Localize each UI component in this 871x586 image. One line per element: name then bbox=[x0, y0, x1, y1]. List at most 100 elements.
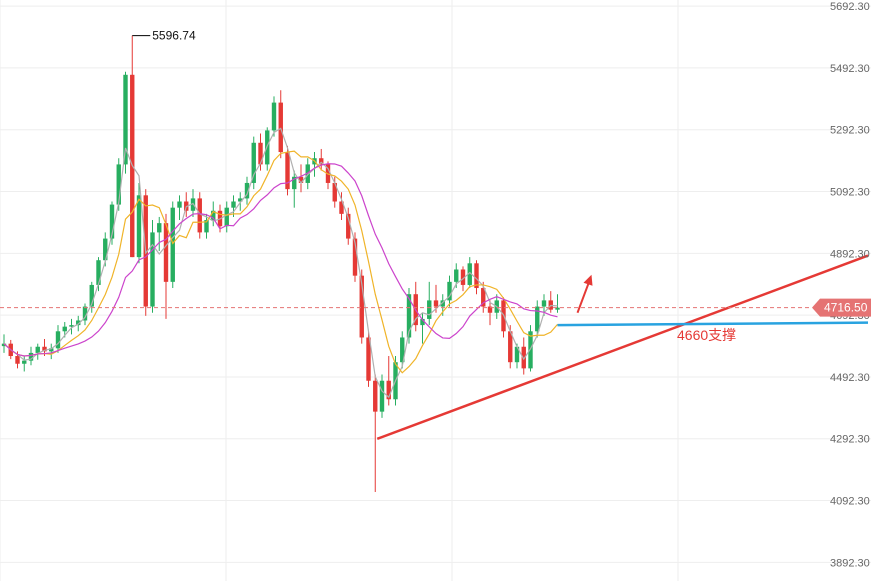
candle-body bbox=[339, 201, 344, 214]
ascending-trendline bbox=[376, 254, 869, 441]
candle bbox=[319, 148, 324, 171]
candle-body bbox=[211, 210, 216, 221]
candle-body bbox=[244, 182, 250, 199]
candle-body bbox=[481, 288, 486, 307]
y-axis: 5692.305492.305292.305092.304892.304692.… bbox=[830, 1, 870, 569]
candle-body bbox=[258, 142, 263, 165]
candle bbox=[487, 300, 493, 326]
candle-body bbox=[487, 306, 493, 313]
candle bbox=[69, 318, 74, 335]
candle-body bbox=[332, 182, 337, 202]
candle-body bbox=[298, 176, 304, 183]
candle-body bbox=[238, 198, 243, 202]
candle-body bbox=[427, 300, 432, 319]
candle bbox=[55, 325, 61, 353]
high-price-label: 5596.74 bbox=[152, 29, 196, 43]
annotation-layer: 5596.74 4660支撑 bbox=[0, 29, 869, 441]
candle bbox=[400, 331, 405, 369]
candle-body bbox=[278, 102, 283, 153]
candle-body bbox=[1, 343, 7, 347]
candle-body bbox=[49, 348, 54, 352]
y-tick-label: 4892.30 bbox=[830, 248, 870, 260]
candle-body bbox=[89, 284, 94, 307]
price-tag-background bbox=[812, 298, 871, 317]
candle bbox=[204, 213, 209, 239]
candle bbox=[157, 216, 162, 251]
candle-body bbox=[157, 223, 162, 233]
candle bbox=[22, 356, 27, 372]
candle-body bbox=[163, 223, 169, 282]
candle-body bbox=[42, 346, 47, 352]
y-tick-label: 3892.30 bbox=[830, 557, 870, 569]
candle bbox=[136, 182, 142, 264]
candle bbox=[285, 145, 290, 196]
candle-body bbox=[514, 346, 520, 363]
candle-body bbox=[28, 352, 34, 361]
current-price-label: 4716.50 bbox=[824, 301, 868, 315]
candle-body bbox=[292, 176, 297, 190]
candle-body bbox=[460, 269, 466, 285]
candle bbox=[49, 343, 54, 360]
candle bbox=[35, 343, 40, 360]
candle bbox=[474, 260, 479, 295]
candle-body bbox=[136, 195, 142, 258]
candle-body bbox=[150, 232, 155, 307]
ma-mid-line bbox=[3, 150, 558, 374]
candle bbox=[386, 356, 391, 406]
candle bbox=[325, 161, 331, 190]
y-tick-label: 5292.30 bbox=[830, 125, 870, 137]
candle-body bbox=[352, 238, 358, 276]
candle-body bbox=[319, 158, 324, 165]
candle bbox=[251, 136, 256, 190]
candle bbox=[373, 374, 378, 492]
support-label: 4660支撑 bbox=[677, 327, 736, 343]
candle bbox=[1, 334, 7, 353]
candle bbox=[177, 195, 182, 221]
candle bbox=[271, 96, 277, 137]
up-arrow-icon bbox=[576, 280, 591, 314]
candle bbox=[447, 275, 452, 307]
candle-body bbox=[386, 380, 391, 400]
candle-body bbox=[96, 260, 101, 285]
candle-body bbox=[76, 320, 81, 326]
candle bbox=[535, 300, 540, 338]
candle-layer bbox=[1, 35, 560, 492]
candle bbox=[292, 170, 297, 208]
candle-body bbox=[440, 300, 445, 307]
candle-body bbox=[109, 204, 115, 239]
candle bbox=[28, 346, 34, 366]
candle-body bbox=[555, 307, 560, 310]
candle bbox=[238, 192, 243, 211]
candle bbox=[548, 291, 553, 313]
candle-body bbox=[224, 207, 229, 227]
candle-body bbox=[535, 306, 540, 332]
candle bbox=[163, 213, 169, 319]
y-tick-label: 5492.30 bbox=[830, 63, 870, 75]
candle bbox=[420, 312, 425, 344]
candle bbox=[379, 374, 385, 418]
candle-body bbox=[103, 238, 108, 261]
candle-body bbox=[366, 337, 371, 381]
candle-body bbox=[197, 198, 202, 233]
candle-body bbox=[400, 337, 405, 363]
candle bbox=[332, 176, 337, 208]
candle-body bbox=[406, 294, 412, 338]
candle-body bbox=[82, 306, 88, 321]
y-tick-label: 4292.30 bbox=[830, 434, 870, 446]
candle-body bbox=[420, 318, 425, 326]
ma-long-line bbox=[3, 163, 558, 357]
candle bbox=[123, 71, 128, 174]
candle bbox=[96, 257, 101, 292]
candle bbox=[224, 201, 229, 233]
candle bbox=[352, 232, 358, 282]
candle-body bbox=[454, 269, 459, 282]
candle bbox=[339, 192, 344, 221]
candle bbox=[366, 331, 371, 387]
candle-body bbox=[15, 356, 20, 364]
candle-body bbox=[251, 142, 256, 183]
candle bbox=[555, 294, 560, 313]
candle bbox=[82, 303, 88, 326]
